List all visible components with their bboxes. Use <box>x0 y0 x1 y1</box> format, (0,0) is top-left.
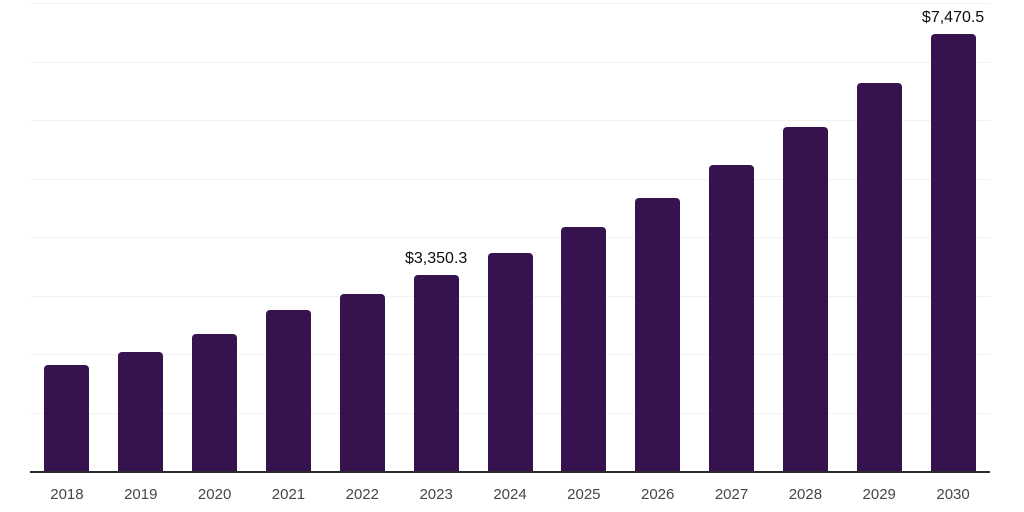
x-tick-label-2029: 2029 <box>862 486 896 503</box>
bar-2025 <box>561 227 607 471</box>
bar-2021 <box>265 309 311 471</box>
value-label-2023: $3,350.3 <box>405 250 468 267</box>
x-tick-label-2025: 2025 <box>567 486 601 503</box>
bar-2026 <box>635 198 681 471</box>
x-tick-label-2019: 2019 <box>124 486 158 503</box>
x-tick-label-2028: 2028 <box>788 486 823 503</box>
bar-2028 <box>782 127 828 471</box>
x-tick-label-2023: 2023 <box>419 486 453 503</box>
x-tick-label-2020: 2020 <box>197 486 232 503</box>
x-tick-label-2027: 2027 <box>714 486 749 503</box>
bar-2019 <box>118 352 164 471</box>
x-tick-label-2024: 2024 <box>493 486 527 503</box>
x-tick-label-2022: 2022 <box>345 486 379 503</box>
gridline <box>30 237 990 238</box>
bar-2024 <box>487 253 533 471</box>
gridline <box>30 61 990 63</box>
bar-2029 <box>856 83 902 471</box>
x-axis-line <box>30 471 990 473</box>
x-tick-label-2021: 2021 <box>271 486 306 503</box>
bar-2020 <box>192 333 238 471</box>
bar-2018 <box>44 364 90 471</box>
value-label-2030: $7,470.5 <box>921 8 985 26</box>
bar-2030 <box>930 33 976 471</box>
x-tick-label-2018: 2018 <box>50 486 84 503</box>
bar-2023 <box>413 275 459 471</box>
bar-2027 <box>709 165 755 471</box>
gridline <box>30 178 990 180</box>
bar-2022 <box>339 294 385 471</box>
x-tick-label-2026: 2026 <box>641 486 675 503</box>
gridline <box>30 3 990 4</box>
gridline <box>30 120 990 121</box>
x-tick-label-2030: 2030 <box>936 486 970 503</box>
